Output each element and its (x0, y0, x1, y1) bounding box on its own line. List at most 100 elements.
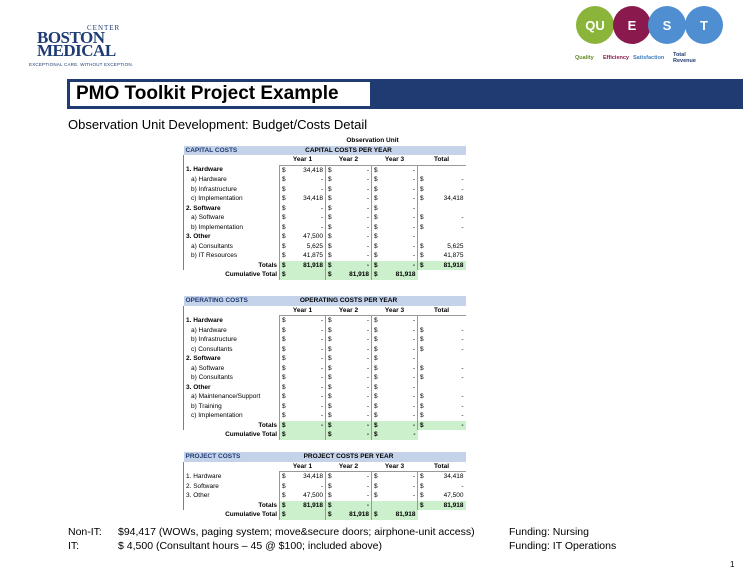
total-header-blank (417, 145, 466, 155)
amount: - (366, 492, 369, 500)
currency-sign: $ (374, 166, 378, 174)
col-header: Year 1 (279, 461, 326, 472)
year-cell: $ - (370, 471, 418, 482)
total-cell: $ - (417, 213, 466, 223)
amount: - (320, 421, 323, 429)
table-row: b) Consultants $ - $ - $ - $ - (183, 373, 466, 383)
amount: - (412, 492, 416, 500)
currency-sign: $ (420, 176, 424, 184)
currency-sign: $ (328, 374, 332, 382)
table-row: a) Software $ - $ - $ - $ - (183, 213, 466, 223)
year-cell: $ - (279, 401, 326, 411)
row-label: b) IT Resources (183, 251, 280, 261)
year-cell: $ - (325, 392, 372, 402)
col-header: Total (417, 305, 466, 316)
cumulative-cell: $81,918 (371, 270, 418, 280)
year-cell: $ - (325, 491, 372, 501)
amount: - (366, 242, 369, 250)
year-cell: $ - (279, 392, 326, 402)
year-cell: $ - (325, 354, 372, 364)
amount: - (412, 412, 416, 420)
amount: - (461, 326, 464, 334)
total-cell (417, 315, 466, 326)
quest-circles: QU Quality E Efficiency S Satisfaction T Total … (573, 6, 723, 66)
year-cell: $ - (370, 481, 418, 491)
currency-sign: $ (374, 233, 378, 241)
year-cell: $ - (279, 411, 326, 421)
currency-sign: $ (374, 431, 378, 439)
currency-sign: $ (282, 261, 286, 269)
currency-sign: $ (374, 336, 378, 344)
year-cell: $ - (279, 373, 326, 383)
amount: - (412, 473, 416, 481)
totals-cell: $81,918 (279, 500, 326, 510)
year-cell: $ - (371, 213, 418, 223)
currency-sign: $ (374, 482, 378, 490)
quest-circle-efficiency: E (613, 6, 651, 44)
amount: - (412, 393, 416, 401)
total-cell: $47,500 (417, 491, 466, 501)
year-cell: $ - (370, 401, 418, 411)
total-cell: $ - (417, 373, 466, 383)
year-cell: $ - (325, 165, 372, 175)
currency-sign: $ (328, 271, 332, 279)
currency-sign: $ (374, 402, 378, 410)
amount: - (320, 412, 323, 420)
currency-sign: $ (374, 317, 378, 325)
amount: - (412, 214, 415, 222)
amount: - (366, 364, 369, 372)
currency-sign: $ (328, 242, 332, 250)
currency-sign: $ (282, 412, 286, 420)
currency-sign: $ (374, 421, 378, 429)
table-row: c) Implementation $ - $ - $ - $ - (183, 411, 466, 421)
currency-sign: $ (374, 204, 378, 212)
table-row: b) Implementation $ - $ - $ - $ - (183, 222, 466, 232)
row-label: a) Maintenance/Support (183, 392, 280, 402)
amount: - (366, 223, 369, 231)
year-cell: $ - (325, 401, 372, 411)
year-cell: $ - (370, 392, 418, 402)
year-cell: $ - (325, 315, 372, 326)
currency-sign: $ (420, 214, 424, 222)
amount: - (412, 374, 416, 382)
year-cell: $ - (279, 175, 326, 185)
total-cell (417, 165, 466, 175)
table-row: 1. Hardware $ - $ - $ - (183, 315, 466, 326)
year-cell: $41,875 (279, 251, 326, 261)
quest-circle-satisfaction: S (648, 6, 686, 44)
table-row: 1. Hardware $34,418 $ - $ - $34,418 (183, 471, 466, 482)
currency-sign: $ (420, 402, 424, 410)
total-cell: $ - (417, 411, 466, 421)
cumulative-cell: $ (279, 430, 326, 440)
year-cell: $ - (370, 325, 418, 335)
cumulative-cell: $ (279, 270, 326, 280)
amount: - (366, 326, 369, 334)
year-cell: $ - (371, 241, 418, 251)
amount: - (412, 383, 416, 391)
currency-sign: $ (282, 204, 286, 212)
totals-cell: $81,918 (279, 260, 326, 270)
year-cell: $ - (325, 471, 372, 482)
amount: - (412, 326, 416, 334)
per-year-header: OPERATING COSTS PER YEAR (279, 296, 418, 306)
year-cell: $ - (370, 344, 418, 354)
amount: - (461, 374, 464, 382)
cell (184, 136, 280, 146)
amount: - (412, 336, 416, 344)
totals-cell: $81,918 (417, 260, 466, 270)
currency-sign: $ (328, 473, 332, 481)
amount: - (366, 501, 369, 509)
row-label: b) Infrastructure (183, 184, 280, 194)
year-cell: $ - (279, 344, 326, 354)
amount: 34,418 (443, 195, 464, 203)
table-row: b) Infrastructure $ - $ - $ - $ - (183, 184, 466, 194)
currency-sign: $ (374, 271, 378, 279)
total-header-blank (417, 452, 466, 462)
currency-sign: $ (328, 412, 332, 420)
col-header: Total (417, 461, 466, 472)
amount: - (366, 176, 369, 184)
total-cell: $ - (417, 344, 466, 354)
table-row: b) Infrastructure $ - $ - $ - $ - (183, 335, 466, 345)
amount: 34,418 (443, 473, 464, 481)
table-row: a) Maintenance/Support $ - $ - $ - $ - (183, 392, 466, 402)
